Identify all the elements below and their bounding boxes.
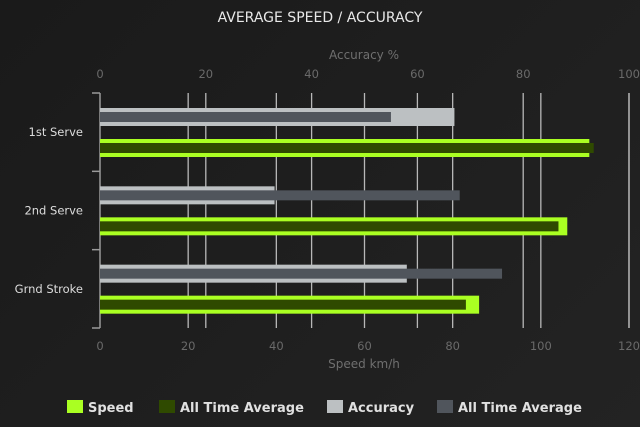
speed-average-bar <box>100 143 594 153</box>
legend-swatch <box>437 400 453 413</box>
legend-swatch <box>159 400 175 413</box>
speed-average-bar <box>100 299 466 310</box>
accuracy-tick-label: 0 <box>96 67 103 81</box>
speed-tick-label: 40 <box>269 339 284 353</box>
accuracy-tick-label: 100 <box>618 67 640 81</box>
accuracy-average-bar <box>100 268 503 279</box>
legend-label: Accuracy <box>348 401 415 416</box>
category-label: Grnd Stroke <box>15 282 83 296</box>
speed-tick-label: 100 <box>530 339 552 353</box>
legend-label: Speed <box>88 401 134 416</box>
legend-swatch <box>327 400 343 413</box>
speed-tick-label: 0 <box>96 339 103 353</box>
bottom-axis-label: Speed km/h <box>328 357 400 371</box>
category-label: 2nd Serve <box>24 204 83 218</box>
chart-title: AVERAGE SPEED / ACCURACY <box>218 10 423 26</box>
category-label: 1st Serve <box>29 125 83 139</box>
accuracy-tick-label: 60 <box>410 67 425 81</box>
speed-tick-label: 60 <box>357 339 372 353</box>
top-axis-label: Accuracy % <box>329 48 399 62</box>
accuracy-tick-label: 20 <box>198 67 213 81</box>
accuracy-tick-label: 80 <box>516 67 531 81</box>
accuracy-average-bar <box>100 190 460 201</box>
speed-average-bar <box>100 221 559 232</box>
speed-tick-label: 120 <box>618 339 640 353</box>
accuracy-average-bar <box>100 112 391 122</box>
speed-tick-label: 80 <box>445 339 460 353</box>
legend-label: All Time Average <box>180 401 304 416</box>
legend-label: All Time Average <box>458 401 582 416</box>
accuracy-tick-label: 40 <box>304 67 319 81</box>
speed-tick-label: 20 <box>181 339 196 353</box>
legend-swatch <box>67 400 83 413</box>
